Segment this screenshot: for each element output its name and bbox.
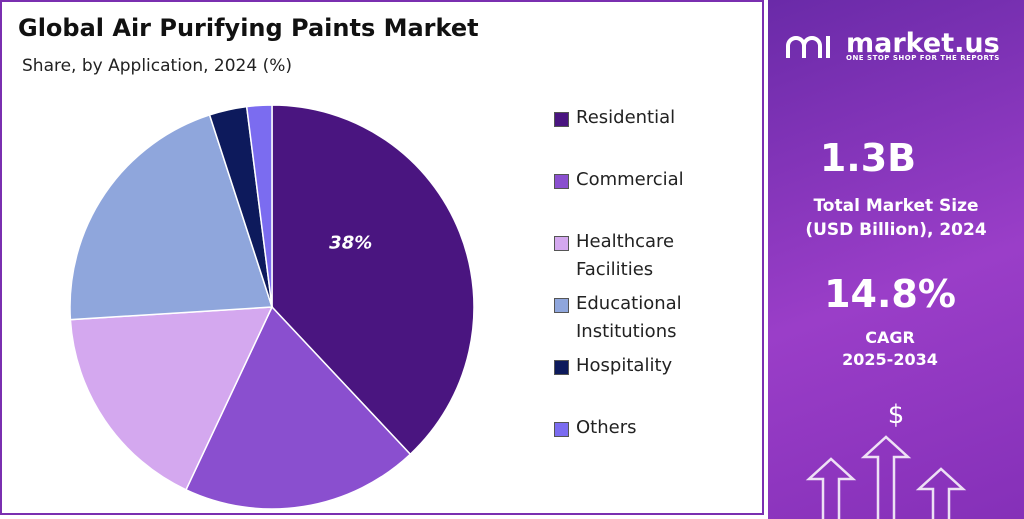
- brand: market.us: [846, 28, 1000, 59]
- pie-slice: [184, 305, 412, 510]
- legend-swatch: [554, 422, 569, 437]
- tagline: ONE STOP SHOP FOR THE REPORTS: [846, 54, 1000, 62]
- legend-swatch: [554, 360, 569, 375]
- pie-slice: [69, 306, 274, 491]
- legend-item: Commercial: [554, 168, 726, 230]
- chart-subtitle: Share, by Application, 2024 (%): [22, 56, 292, 76]
- legend-swatch: [554, 236, 569, 251]
- legend-label: Others: [576, 417, 637, 438]
- chart-title: Global Air Purifying Paints Market: [18, 14, 479, 42]
- legend-swatch: [554, 112, 569, 127]
- legend: Residential Commercial Healthcare Faciliti…: [554, 106, 726, 478]
- arrows-icon: [805, 435, 967, 519]
- pie-slice: [245, 104, 273, 308]
- legend-item: Educational Institutions: [554, 292, 726, 354]
- legend-label: Commercial: [576, 169, 684, 190]
- market-size-label: (USD Billion), 2024: [805, 220, 987, 240]
- cagr: 14.8%: [824, 272, 956, 316]
- legend-item: Others: [554, 416, 726, 478]
- legend-label: Educational Institutions: [576, 293, 682, 342]
- market-size-label: Total Market Size: [813, 196, 979, 216]
- cagr-label: CAGR: [865, 328, 915, 347]
- legend-label: Healthcare Facilities: [576, 231, 675, 280]
- legend-swatch: [554, 174, 569, 189]
- market-size: 1.3B: [819, 136, 917, 180]
- legend-item: Healthcare Facilities: [554, 230, 726, 292]
- info-panel: market.us ONE STOP SHOP FOR THE REPORTS …: [768, 0, 1024, 519]
- legend-item: Hospitality: [554, 354, 726, 416]
- panel-graphics: [786, 36, 967, 519]
- pie-slice: [271, 104, 475, 456]
- chart-area: Global Air Purifying Paints Market Share…: [0, 0, 764, 515]
- legend-swatch: [554, 298, 569, 313]
- pie-chart: 38%: [69, 104, 475, 510]
- legend-item: Residential: [554, 106, 726, 168]
- dollar-icon: $: [887, 400, 905, 430]
- logo-icon: [786, 36, 830, 58]
- legend-label: Hospitality: [576, 355, 673, 376]
- data-label: 38%: [329, 233, 372, 254]
- pie-slice: [69, 113, 274, 321]
- legend-label: Residential: [576, 107, 676, 128]
- cagr-label: 2025-2034: [842, 350, 938, 369]
